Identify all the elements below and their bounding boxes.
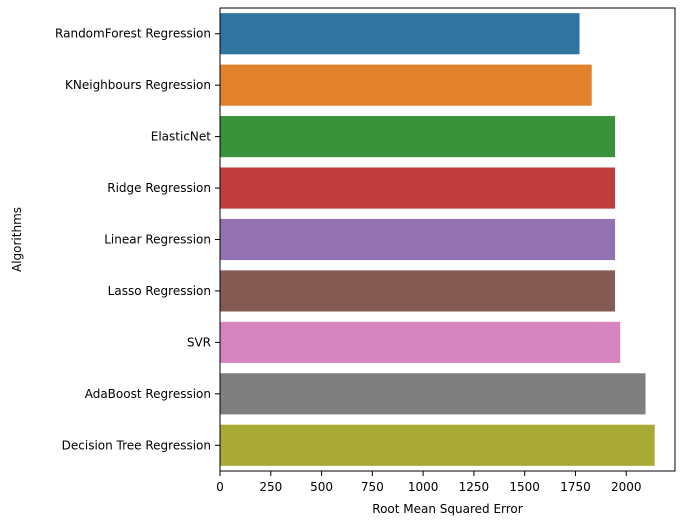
y-tick-label: AdaBoost Regression xyxy=(85,387,211,401)
x-tick-label: 1000 xyxy=(408,480,439,494)
x-tick-label: 0 xyxy=(216,480,224,494)
y-tick-label: KNeighbours Regression xyxy=(65,78,211,92)
x-axis-label: Root Mean Squared Error xyxy=(372,502,523,516)
bars-group xyxy=(220,13,655,466)
bar xyxy=(220,167,616,209)
y-tick-label: Linear Regression xyxy=(104,233,211,247)
y-tick-label: Decision Tree Regression xyxy=(62,438,211,452)
y-ticks: RandomForest Regression KNeighbours Regre… xyxy=(55,27,220,452)
plot-frame xyxy=(219,7,676,472)
x-tick-label: 1250 xyxy=(459,480,490,494)
y-tick-label: Ridge Regression xyxy=(107,181,211,195)
bar xyxy=(220,116,616,158)
x-tick-label: 500 xyxy=(310,480,333,494)
bar xyxy=(220,321,621,363)
y-tick-label: ElasticNet xyxy=(151,130,212,144)
x-tick-label: 250 xyxy=(259,480,282,494)
bar xyxy=(220,64,592,106)
bar xyxy=(220,270,616,312)
y-tick-label: Lasso Regression xyxy=(108,284,211,298)
y-axis-label: Algorithms xyxy=(10,207,24,272)
x-tick-label: 1750 xyxy=(560,480,591,494)
bar xyxy=(220,13,580,55)
x-ticks: 0 250 500 750 1000 1250 1500 1750 2000 xyxy=(216,471,642,494)
x-tick-label: 750 xyxy=(361,480,384,494)
y-tick-label: RandomForest Regression xyxy=(55,27,211,41)
bar xyxy=(220,218,616,261)
y-tick-label: SVR xyxy=(187,335,211,349)
x-tick-label: 1500 xyxy=(509,480,540,494)
bar xyxy=(220,424,655,466)
x-tick-label: 2000 xyxy=(611,480,642,494)
bar xyxy=(220,373,646,415)
